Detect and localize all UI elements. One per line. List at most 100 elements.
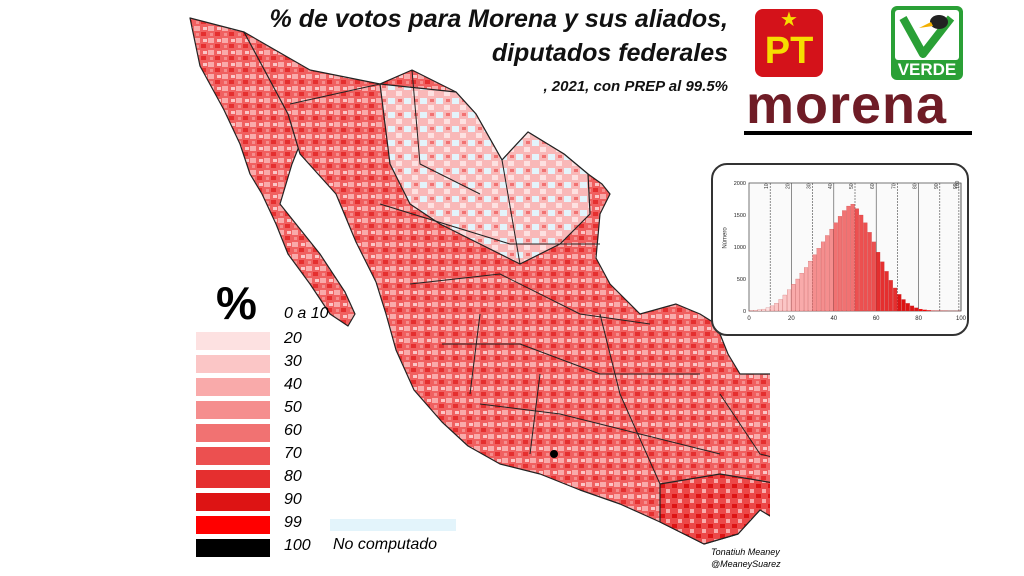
histogram-bar: [905, 303, 910, 312]
histogram-bar: [812, 254, 817, 312]
histogram-bar: [846, 205, 851, 312]
histogram-top-tick-label: 80: [913, 183, 919, 189]
legend-label-10: 100: [284, 537, 311, 554]
histogram-y-tick-label: 1000: [734, 245, 746, 251]
histogram-top-tick-label: 30: [807, 183, 813, 189]
mexico-territory: [189, 17, 770, 545]
verde-logo-text: VERDE: [897, 60, 957, 79]
histogram-bar: [787, 289, 792, 312]
histogram-bar: [829, 228, 834, 312]
histogram-bar: [893, 287, 898, 312]
histogram-bar: [850, 204, 855, 312]
histogram-bar: [914, 307, 919, 312]
histogram-bar: [888, 280, 893, 312]
legend-swatch-5: [196, 424, 270, 442]
mexico-choropleth-map: [189, 17, 770, 545]
histogram-top-tick-label: 70: [891, 183, 897, 189]
histogram-top-tick-label: 10: [764, 183, 770, 189]
histogram-bar: [910, 305, 915, 312]
histogram-x-tick-label: 0: [747, 316, 751, 322]
legend-swatch-1: [196, 332, 270, 350]
title-line-1: % de votos para Morena y sus aliados,: [269, 5, 728, 33]
histogram-bar: [791, 284, 796, 312]
histogram-bar: [778, 299, 783, 312]
legend-label-3: 40: [284, 376, 302, 393]
star-icon: ★: [780, 9, 798, 31]
title-line-2: diputados federales: [491, 39, 728, 67]
legend-label-0: 0 a 10: [284, 305, 329, 322]
histogram-bar: [842, 210, 847, 312]
legend-no-data-swatch: [330, 519, 456, 531]
legend-swatch-4: [196, 401, 270, 419]
histogram-x-tick-label: 40: [830, 316, 837, 322]
histogram-bar: [820, 241, 826, 312]
toucan-icon: [899, 15, 955, 58]
histogram-bar: [795, 278, 800, 312]
legend-label-6: 70: [284, 445, 302, 462]
legend-label-8: 90: [284, 491, 302, 508]
legend-no-data-label: No computado: [333, 536, 438, 553]
histogram-bar: [884, 271, 889, 312]
histogram-top-tick-label: 50: [849, 183, 855, 189]
histogram-bar: [765, 307, 770, 312]
legend-swatch-8: [196, 493, 270, 511]
author-credit: Tonatiuh Meaney @MeaneySuarez: [711, 546, 781, 570]
legend-label-4: 50: [284, 399, 302, 416]
histogram-x-tick-label: 80: [915, 316, 922, 322]
histogram-bar: [825, 235, 830, 312]
pt-party-logo: ★ PT: [755, 9, 823, 77]
legend-label-7: 80: [284, 468, 302, 485]
map-title: % de votos para Morena y sus aliados, di…: [270, 2, 728, 70]
histogram-bar: [871, 241, 876, 312]
histogram-x-tick-label: 20: [788, 316, 795, 322]
region-north: [379, 83, 591, 265]
histogram-y-tick-label: 500: [737, 277, 746, 283]
histogram-top-tick-label: 99: [953, 183, 959, 189]
histogram-bar: [799, 273, 804, 312]
pt-logo-text: PT: [764, 30, 814, 72]
histogram-bar: [897, 294, 902, 312]
histogram-bar: [804, 267, 809, 312]
map-subtitle: , 2021, con PREP al 99.5%: [543, 78, 728, 95]
histogram-inset: 10 20 30 40 50 60 70 80 90 99 100 0 20 40 60 80 100 0 500 1…: [711, 163, 969, 336]
legend-label-5: 60: [284, 422, 302, 439]
histogram-bar: [816, 248, 821, 312]
histogram-bar: [926, 310, 932, 312]
histogram-bar: [859, 214, 864, 312]
morena-party-logo: morena: [746, 75, 948, 135]
verde-party-logo: VERDE: [891, 6, 963, 80]
legend-swatch-7: [196, 470, 270, 488]
histogram-bar: [757, 309, 762, 312]
legend-swatch-9: [196, 516, 270, 534]
histogram-top-tick-label: 20: [785, 183, 791, 189]
legend-label-9: 99: [284, 514, 302, 531]
histogram-x-tick-label: 60: [873, 316, 880, 322]
logo-underline: [744, 131, 972, 135]
histogram-bar: [770, 305, 775, 312]
credit-handle: @MeaneySuarez: [711, 559, 781, 569]
legend-swatch-6: [196, 447, 270, 465]
histogram-bar: [753, 310, 758, 312]
legend-label-2: 30: [284, 353, 302, 370]
histogram-y-tick-label: 2000: [734, 181, 746, 187]
histogram-bar: [867, 232, 872, 312]
histogram-bar: [833, 222, 838, 312]
legend-percent-symbol: %: [216, 277, 257, 329]
histogram-top-tick-label: 100: [955, 180, 961, 189]
histogram-bar: [876, 252, 881, 312]
histogram-y-tick-label: 0: [743, 309, 746, 315]
histogram-y-axis-label: Número: [722, 227, 729, 249]
histogram-bar: [880, 261, 885, 312]
histogram-bar: [901, 299, 906, 312]
histogram-bar: [922, 309, 927, 312]
histogram-bar: [854, 208, 859, 312]
histogram-bar: [837, 216, 842, 312]
histogram-bar: [808, 260, 813, 312]
legend-swatch-10: [196, 539, 270, 557]
histogram-top-tick-label: 40: [828, 183, 834, 189]
histogram-bar: [761, 308, 766, 312]
legend-swatch-3: [196, 378, 270, 396]
histogram-x-tick-label: 100: [956, 316, 967, 322]
region-baja-california: [189, 17, 356, 327]
